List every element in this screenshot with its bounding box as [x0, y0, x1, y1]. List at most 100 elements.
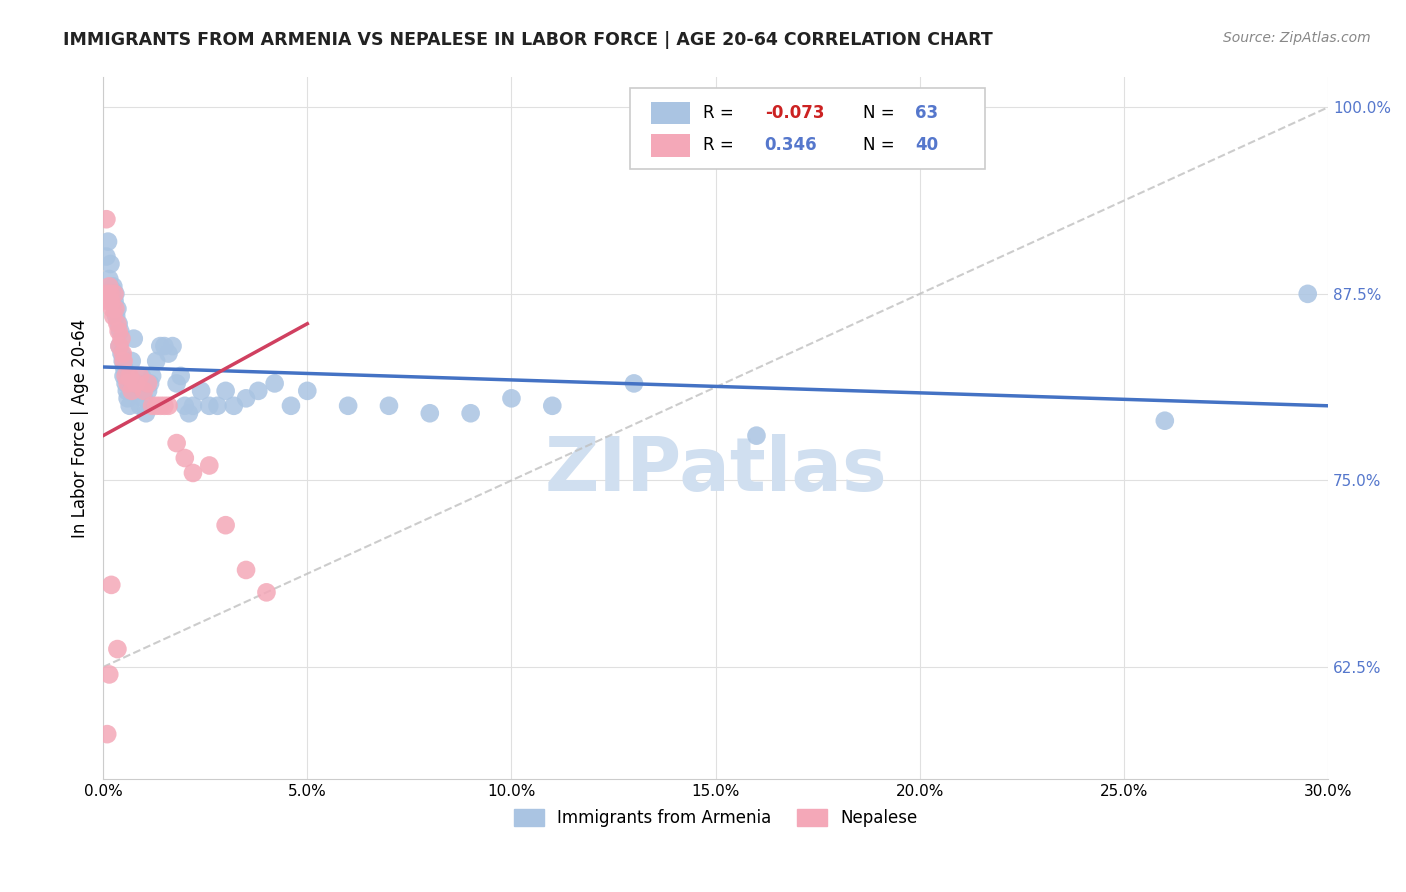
- Point: [128, 368, 150, 383]
- Text: 63: 63: [915, 104, 938, 122]
- Point: [280, 399, 302, 413]
- Point: [104, 286, 127, 301]
- Point: [136, 384, 159, 398]
- Point: [107, 317, 129, 331]
- Point: [162, 339, 184, 353]
- Point: [111, 346, 134, 360]
- Point: [135, 406, 157, 420]
- Point: [107, 642, 129, 657]
- Point: [153, 339, 176, 353]
- Point: [263, 376, 285, 391]
- Point: [132, 392, 155, 406]
- Point: [149, 399, 172, 413]
- Point: [98, 272, 121, 286]
- Point: [177, 406, 200, 420]
- FancyBboxPatch shape: [630, 88, 986, 169]
- Point: [100, 286, 122, 301]
- Point: [112, 354, 135, 368]
- Point: [96, 212, 118, 227]
- Text: 40: 40: [915, 136, 938, 154]
- Point: [139, 376, 162, 391]
- Point: [108, 339, 131, 353]
- Point: [157, 399, 180, 413]
- Point: [101, 301, 124, 316]
- Point: [110, 346, 132, 360]
- Point: [131, 368, 153, 383]
- Point: [235, 392, 257, 406]
- Point: [141, 399, 163, 413]
- Point: [97, 294, 120, 309]
- Point: [297, 384, 319, 398]
- Point: [97, 235, 120, 249]
- Bar: [651, 102, 690, 125]
- Y-axis label: In Labor Force | Age 20-64: In Labor Force | Age 20-64: [72, 318, 89, 538]
- Point: [100, 294, 122, 309]
- Point: [125, 376, 148, 391]
- Point: [378, 399, 401, 413]
- Point: [103, 279, 125, 293]
- Text: Source: ZipAtlas.com: Source: ZipAtlas.com: [1223, 31, 1371, 45]
- Point: [145, 354, 167, 368]
- Point: [108, 339, 131, 353]
- Point: [100, 257, 122, 271]
- Point: [128, 399, 150, 413]
- Point: [103, 294, 125, 309]
- Point: [170, 368, 193, 383]
- Point: [222, 399, 245, 413]
- Point: [214, 384, 236, 398]
- Point: [117, 392, 139, 406]
- Point: [117, 376, 139, 391]
- Point: [145, 399, 167, 413]
- Point: [149, 339, 172, 353]
- Point: [460, 406, 482, 420]
- Point: [190, 384, 212, 398]
- Point: [501, 392, 523, 406]
- Point: [141, 368, 163, 383]
- Point: [173, 399, 195, 413]
- Point: [247, 384, 270, 398]
- Point: [623, 376, 645, 391]
- Point: [114, 376, 136, 391]
- Point: [136, 376, 159, 391]
- Point: [115, 384, 138, 398]
- Point: [107, 301, 129, 316]
- Text: R =: R =: [703, 104, 734, 122]
- Point: [181, 399, 204, 413]
- Point: [100, 286, 122, 301]
- Point: [166, 436, 188, 450]
- Point: [122, 332, 145, 346]
- Bar: [651, 135, 690, 157]
- Point: [98, 667, 121, 681]
- Point: [173, 450, 195, 465]
- Point: [121, 384, 143, 398]
- Legend: Immigrants from Armenia, Nepalese: Immigrants from Armenia, Nepalese: [508, 802, 924, 834]
- Point: [110, 324, 132, 338]
- Point: [125, 384, 148, 398]
- Point: [235, 563, 257, 577]
- Point: [107, 317, 129, 331]
- Point: [118, 368, 141, 383]
- Text: N =: N =: [863, 136, 894, 154]
- Point: [101, 282, 124, 296]
- Point: [541, 399, 564, 413]
- Point: [112, 361, 135, 376]
- Point: [207, 399, 229, 413]
- Point: [96, 250, 118, 264]
- Point: [157, 346, 180, 360]
- Point: [100, 578, 122, 592]
- Point: [112, 368, 135, 383]
- Point: [96, 727, 118, 741]
- Point: [1153, 414, 1175, 428]
- Point: [111, 354, 134, 368]
- Point: [103, 310, 125, 324]
- Point: [166, 376, 188, 391]
- Point: [110, 332, 132, 346]
- Point: [181, 466, 204, 480]
- Point: [132, 384, 155, 398]
- Point: [103, 286, 125, 301]
- Point: [153, 399, 176, 413]
- Point: [745, 428, 768, 442]
- Point: [114, 368, 136, 383]
- Point: [118, 399, 141, 413]
- Point: [98, 279, 121, 293]
